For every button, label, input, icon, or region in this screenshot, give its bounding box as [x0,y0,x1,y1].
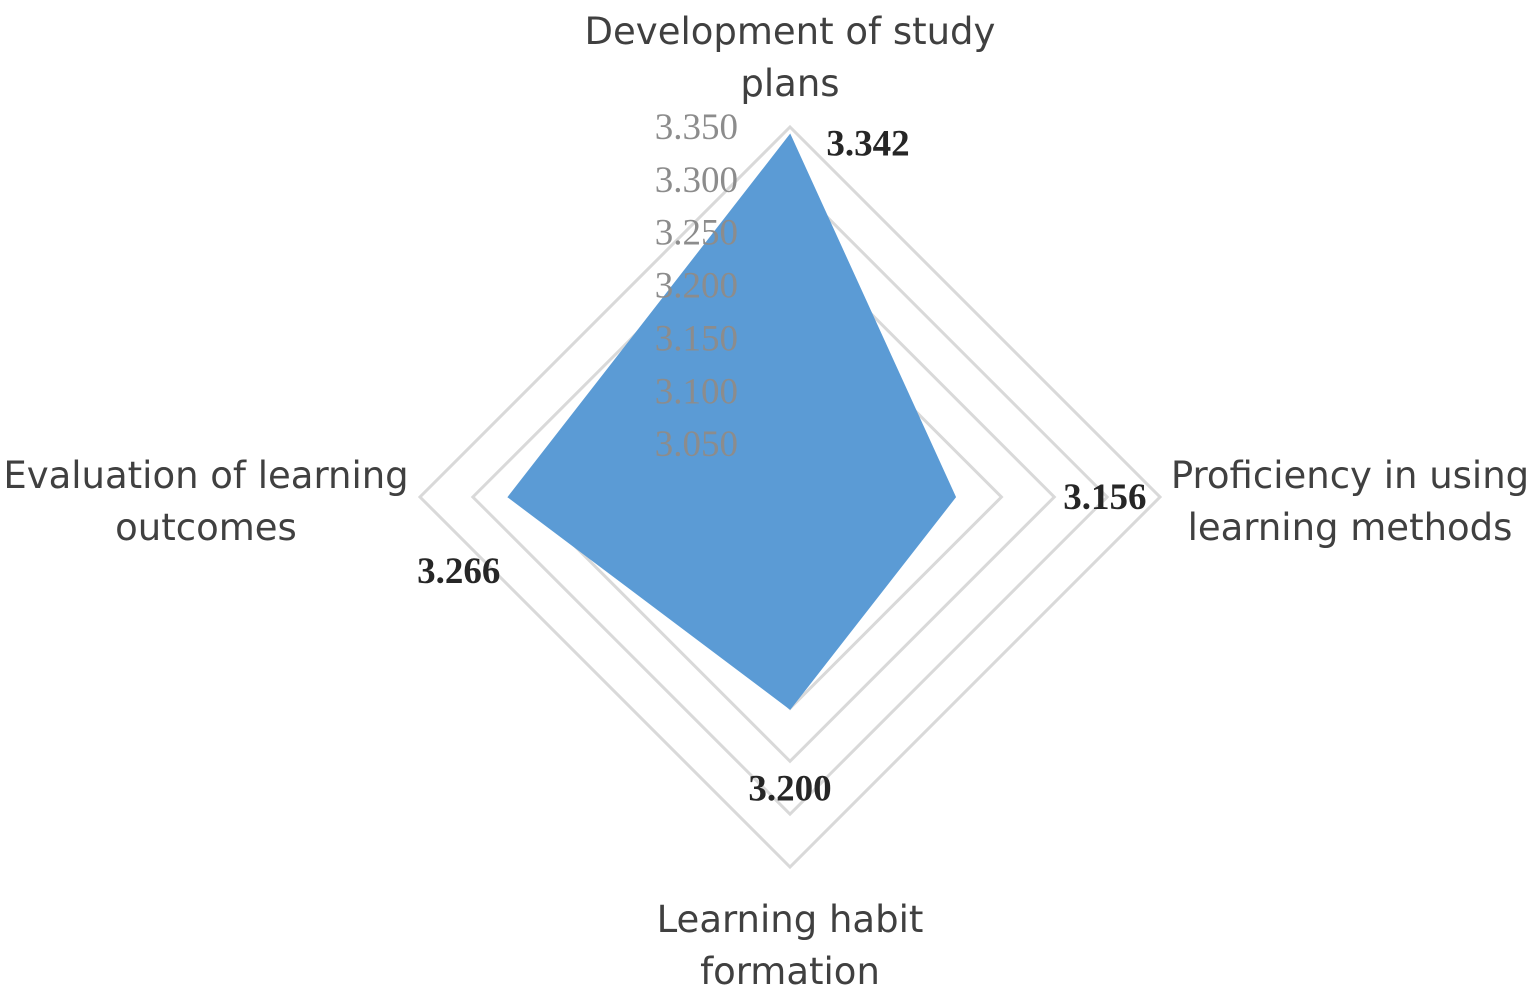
data-label: 3.200 [748,768,831,809]
tick-label: 3.200 [655,266,738,307]
tick-label: 3.350 [655,107,738,148]
grid-ring-3.300 [470,177,1110,817]
category-label-line: learning methods [1188,506,1513,549]
category-label-line: outcomes [115,506,297,549]
category-label-line: Learning habit [657,898,924,941]
tick-label: 3.300 [655,160,738,201]
grid-ring-3.350 [417,124,1163,870]
data-label: 3.342 [826,123,909,164]
category-label-line: plans [740,62,839,105]
tick-label: 3.250 [655,213,738,254]
data-labels: 3.342 3.156 3.200 3.266 [417,123,1146,809]
category-label: Proficiency in using learning methods [1171,454,1529,549]
radar-series [507,133,957,710]
tick-label: 3.100 [655,371,738,412]
series-area [507,133,957,710]
tick-label: 3.050 [655,424,738,465]
category-label: Learning habit formation [657,898,924,991]
category-label: Development of study plans [585,10,996,105]
category-label-line: Evaluation of learning [3,454,408,497]
category-labels: Development of study plans Proficiency in … [3,10,1529,991]
category-label-line: Development of study [585,10,996,53]
tick-label: 3.150 [655,318,738,359]
category-label-line: Proficiency in using [1171,454,1529,497]
data-label: 3.266 [417,551,500,592]
category-label-line: formation [700,950,880,991]
data-label: 3.156 [1063,477,1146,518]
category-label: Evaluation of learning outcomes [3,454,408,549]
radial-tick-labels: 3.050 3.100 3.150 3.200 3.250 3.300 3.350 [655,107,738,465]
